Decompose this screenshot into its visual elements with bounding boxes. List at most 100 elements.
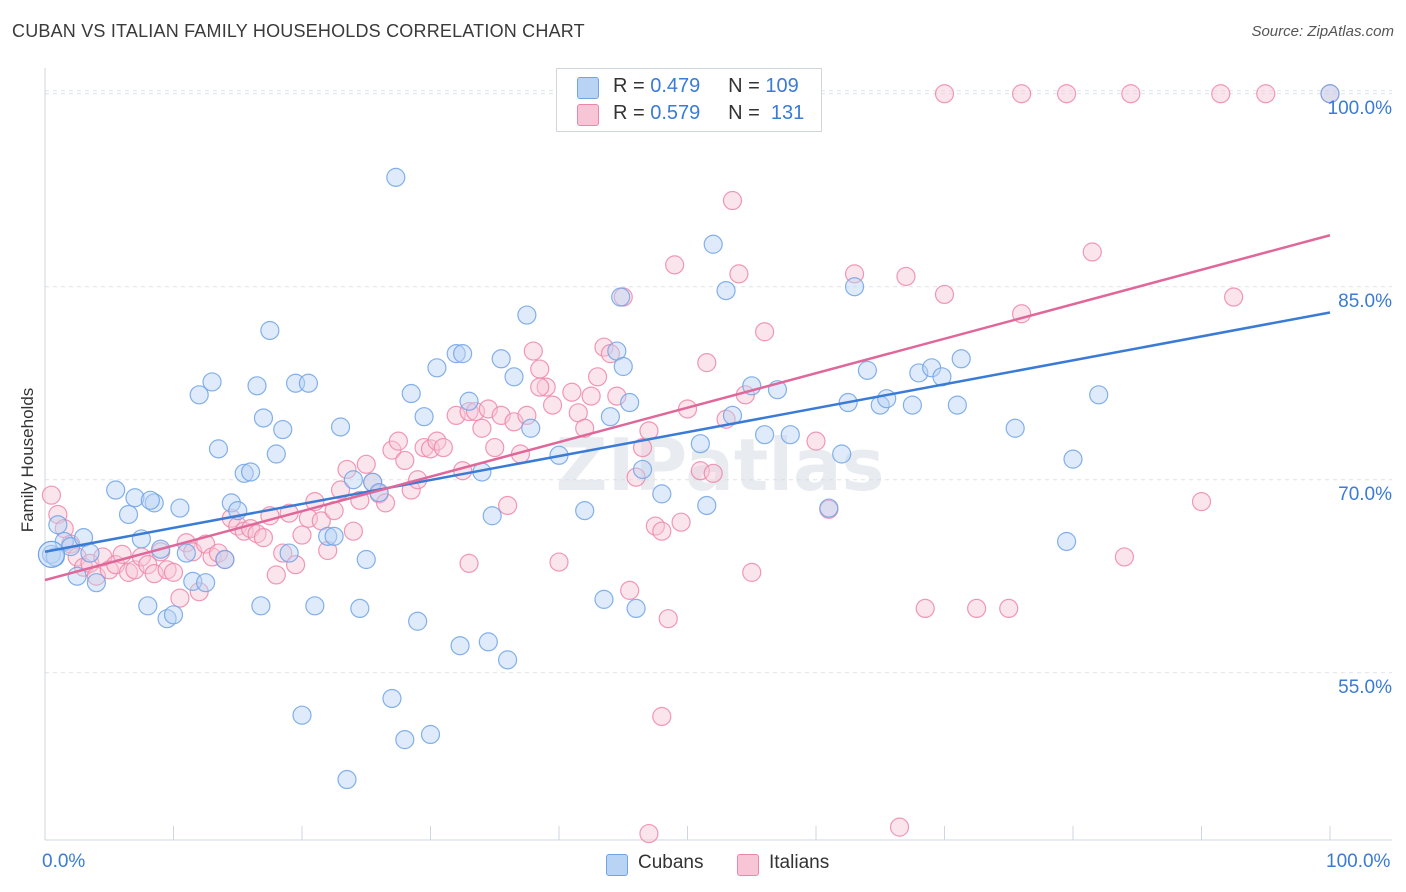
cuban-point: [613, 356, 633, 377]
cuban-point-large: [37, 540, 66, 568]
italian-point: [375, 493, 396, 513]
cuban-point: [832, 444, 852, 464]
watermark: ZIPatlas: [556, 423, 885, 507]
italian-point: [806, 431, 826, 451]
italians-n-label: N =: [728, 102, 760, 124]
cuban-point: [80, 543, 100, 563]
cuban-point: [951, 349, 971, 369]
italian-point: [170, 588, 190, 608]
cuban-point: [947, 395, 967, 415]
cuban-point: [386, 167, 406, 187]
cubans-swatch: [577, 77, 599, 99]
italian-point: [459, 553, 479, 573]
correlation-legend: R = 0.479 N = 109 R = 0.579 N = 131: [556, 68, 822, 132]
italian-point: [356, 454, 376, 474]
cuban-point: [446, 344, 466, 364]
cuban-point: [292, 705, 312, 725]
cuban-point: [611, 287, 631, 307]
italian-point: [530, 377, 550, 397]
cuban-point: [221, 493, 241, 513]
italian-point: [48, 504, 68, 525]
italian-point: [1191, 492, 1212, 512]
cuban-point: [241, 462, 261, 482]
cuban-point: [1320, 84, 1340, 104]
cuban-point: [163, 605, 184, 625]
cuban-point: [251, 596, 271, 616]
y-tick-label: 70.0%: [1338, 483, 1392, 505]
cuban-point: [298, 373, 319, 393]
cuban-point: [356, 549, 376, 570]
cuban-point: [260, 320, 280, 341]
cuban-point: [86, 573, 107, 593]
italian-point: [523, 341, 543, 361]
cuban-point: [189, 385, 209, 405]
italian-point: [395, 450, 415, 471]
cuban-point: [324, 526, 344, 546]
cuban-point: [1056, 531, 1077, 552]
italian-point: [562, 382, 582, 402]
italian-point: [729, 264, 749, 284]
bottom-cubans-swatch: [606, 854, 628, 876]
italian-point: [967, 598, 987, 619]
italian-point: [1011, 84, 1032, 104]
italian-point: [645, 516, 665, 536]
cuban-point: [697, 495, 717, 516]
italian-point: [1121, 84, 1141, 104]
cuban-point: [125, 488, 145, 508]
cuban-point: [208, 439, 229, 459]
cuban-point: [632, 459, 653, 480]
cuban-point: [337, 769, 357, 790]
italian-point: [266, 565, 286, 585]
cuban-point: [780, 425, 800, 445]
cuban-point: [196, 573, 216, 593]
italian-point: [587, 367, 608, 387]
italian-point: [639, 823, 659, 844]
x-tick-label-min: 0.0%: [42, 851, 86, 872]
cuban-point: [517, 305, 537, 325]
cubans-n-label: N =: [728, 75, 760, 97]
cuban-point: [170, 498, 190, 518]
cuban-point: [909, 363, 929, 383]
cuban-point: [266, 444, 286, 464]
cuban-point: [690, 434, 710, 454]
cuban-point: [215, 549, 235, 570]
italian-point: [1256, 84, 1276, 104]
cuban-point: [395, 730, 415, 750]
bottom-italians-swatch: [737, 854, 759, 876]
y-tick-label: 100.0%: [1327, 97, 1392, 119]
italian-point: [330, 480, 351, 500]
italian-point: [934, 284, 955, 305]
cuban-point: [318, 526, 338, 546]
cuban-point: [478, 632, 498, 652]
italians-n-value: 131: [770, 102, 805, 124]
italian-point: [889, 817, 910, 837]
cuban-point: [459, 391, 479, 411]
italian-point: [485, 437, 505, 458]
italian-point: [722, 190, 743, 211]
cuban-point: [504, 367, 524, 387]
cuban-point: [703, 234, 723, 254]
italian-point: [632, 437, 653, 458]
cuban-point: [453, 344, 473, 364]
cuban-point: [350, 598, 370, 619]
italians-r-value: 0.579: [650, 102, 701, 124]
italian-point: [742, 562, 762, 582]
italian-point: [1114, 547, 1135, 567]
cuban-point: [1089, 385, 1109, 405]
italian-point: [433, 437, 453, 458]
cuban-point: [382, 688, 402, 709]
italian-point: [446, 405, 466, 425]
italian-point: [542, 395, 563, 415]
italian-point: [896, 266, 916, 287]
italian-point: [253, 528, 274, 548]
cuban-point: [420, 724, 441, 745]
cuban-point: [620, 392, 640, 413]
italian-point: [1056, 84, 1077, 104]
cuban-point: [521, 418, 541, 438]
cuban-point: [716, 280, 736, 301]
italian-point: [285, 555, 306, 575]
cuban-point: [247, 376, 267, 396]
italian-point: [144, 564, 164, 584]
cuban-point: [1063, 449, 1083, 469]
italian-point: [472, 418, 492, 438]
